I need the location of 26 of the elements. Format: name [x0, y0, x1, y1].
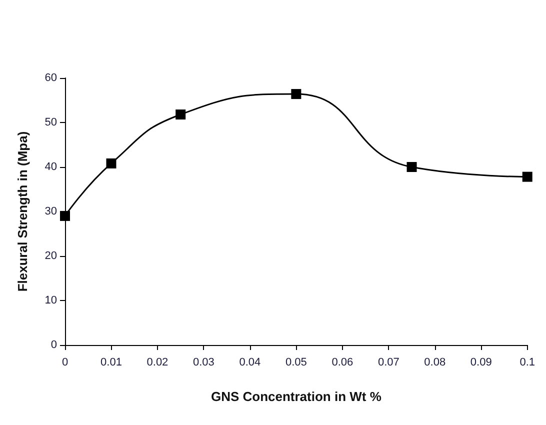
point [176, 109, 186, 120]
x-tick-label: 0.03 [192, 356, 214, 368]
x-tick-label: 0.01 [100, 356, 122, 368]
x-tick-label: 0.04 [239, 356, 261, 368]
y-tick-label: 30 [44, 206, 57, 218]
y-tick-label: 60 [44, 72, 57, 84]
y-tick-label: 50 [44, 116, 57, 128]
x-axis-title: GNS Concentration in Wt % [210, 389, 382, 404]
x-tick-label: 0 [62, 356, 68, 368]
point [291, 89, 302, 100]
x-tick-label: 0.08 [424, 356, 446, 368]
y-axis-title: Flexural Strength in (Mpa) [15, 131, 30, 292]
x-tick-label: 0.09 [470, 356, 492, 368]
point [522, 172, 532, 182]
y-tick-label: 20 [44, 250, 57, 262]
x-tick-label: 0.05 [285, 356, 307, 368]
x-tick-label: 0.1 [520, 356, 536, 368]
y-tick-label: 0 [50, 339, 57, 351]
y-tick-label: 10 [44, 294, 57, 306]
x-tick-label: 0.02 [146, 356, 168, 368]
x-tick-label: 0.06 [332, 356, 354, 368]
point [106, 158, 116, 168]
x-tick-label: 0.07 [378, 356, 400, 368]
y-tick-label: 40 [44, 161, 57, 173]
point [60, 210, 70, 221]
point [406, 162, 417, 172]
